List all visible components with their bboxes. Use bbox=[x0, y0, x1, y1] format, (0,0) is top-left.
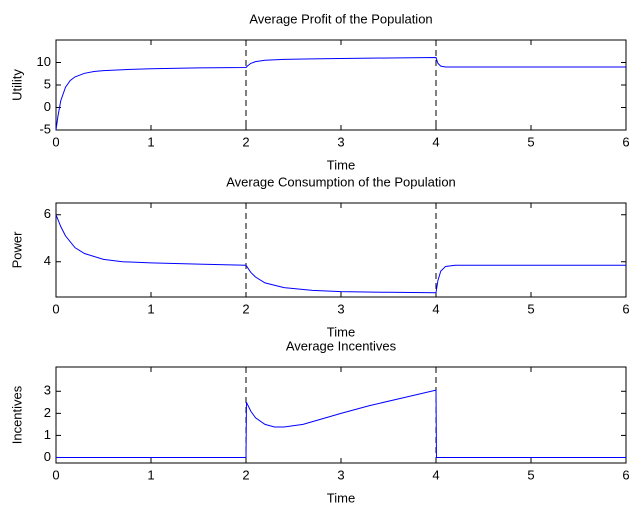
y-tick-label: 2 bbox=[44, 405, 51, 420]
axes-box bbox=[55, 39, 627, 131]
x-tick-label: 6 bbox=[622, 134, 629, 149]
y-tick-label: 10 bbox=[37, 54, 51, 69]
x-tick-label: 6 bbox=[622, 301, 629, 316]
x-tick-label: 0 bbox=[52, 134, 59, 149]
x-tick-label: 5 bbox=[527, 134, 534, 149]
x-axis-label: Time bbox=[327, 324, 355, 339]
x-tick-label: 3 bbox=[337, 134, 344, 149]
y-axis-label: Utility bbox=[9, 69, 24, 101]
subplot-title: Average Profit of the Population bbox=[249, 11, 432, 26]
x-tick-label: 3 bbox=[337, 467, 344, 482]
x-axis-label: Time bbox=[327, 490, 355, 505]
x-tick-label: 1 bbox=[147, 134, 154, 149]
y-tick-label: 5 bbox=[44, 76, 51, 91]
x-tick-label: 5 bbox=[527, 467, 534, 482]
x-axis-label: Time bbox=[327, 157, 355, 172]
x-tick-label: 1 bbox=[147, 467, 154, 482]
y-tick-label: 0 bbox=[44, 449, 51, 464]
x-tick-label: 2 bbox=[242, 467, 249, 482]
x-tick-label: 4 bbox=[432, 467, 439, 482]
data-line bbox=[55, 214, 626, 294]
x-tick-label: 5 bbox=[527, 301, 534, 316]
subplot-title: Average Consumption of the Population bbox=[226, 174, 456, 189]
data-line bbox=[55, 57, 626, 131]
y-tick-label: 4 bbox=[44, 253, 51, 268]
x-tick-label: 3 bbox=[337, 301, 344, 316]
y-tick-label: 0 bbox=[44, 99, 51, 114]
x-tick-label: 2 bbox=[242, 301, 249, 316]
data-line bbox=[56, 389, 626, 458]
y-tick-label: 3 bbox=[44, 383, 51, 398]
y-tick-label: 1 bbox=[44, 427, 51, 442]
x-tick-label: 6 bbox=[622, 467, 629, 482]
x-tick-label: 0 bbox=[52, 467, 59, 482]
x-tick-label: 0 bbox=[52, 301, 59, 316]
y-axis-label: Power bbox=[9, 231, 24, 269]
y-tick-label: 6 bbox=[44, 206, 51, 221]
subplot-title: Average Incentives bbox=[286, 338, 397, 353]
x-tick-label: 1 bbox=[147, 301, 154, 316]
axes-box bbox=[55, 366, 627, 464]
x-tick-label: 4 bbox=[432, 301, 439, 316]
axes-box bbox=[55, 202, 627, 298]
x-tick-label: 4 bbox=[432, 134, 439, 149]
y-axis-label: Incentives bbox=[9, 385, 24, 444]
x-tick-label: 2 bbox=[242, 134, 249, 149]
y-tick-label: -5 bbox=[39, 121, 51, 136]
